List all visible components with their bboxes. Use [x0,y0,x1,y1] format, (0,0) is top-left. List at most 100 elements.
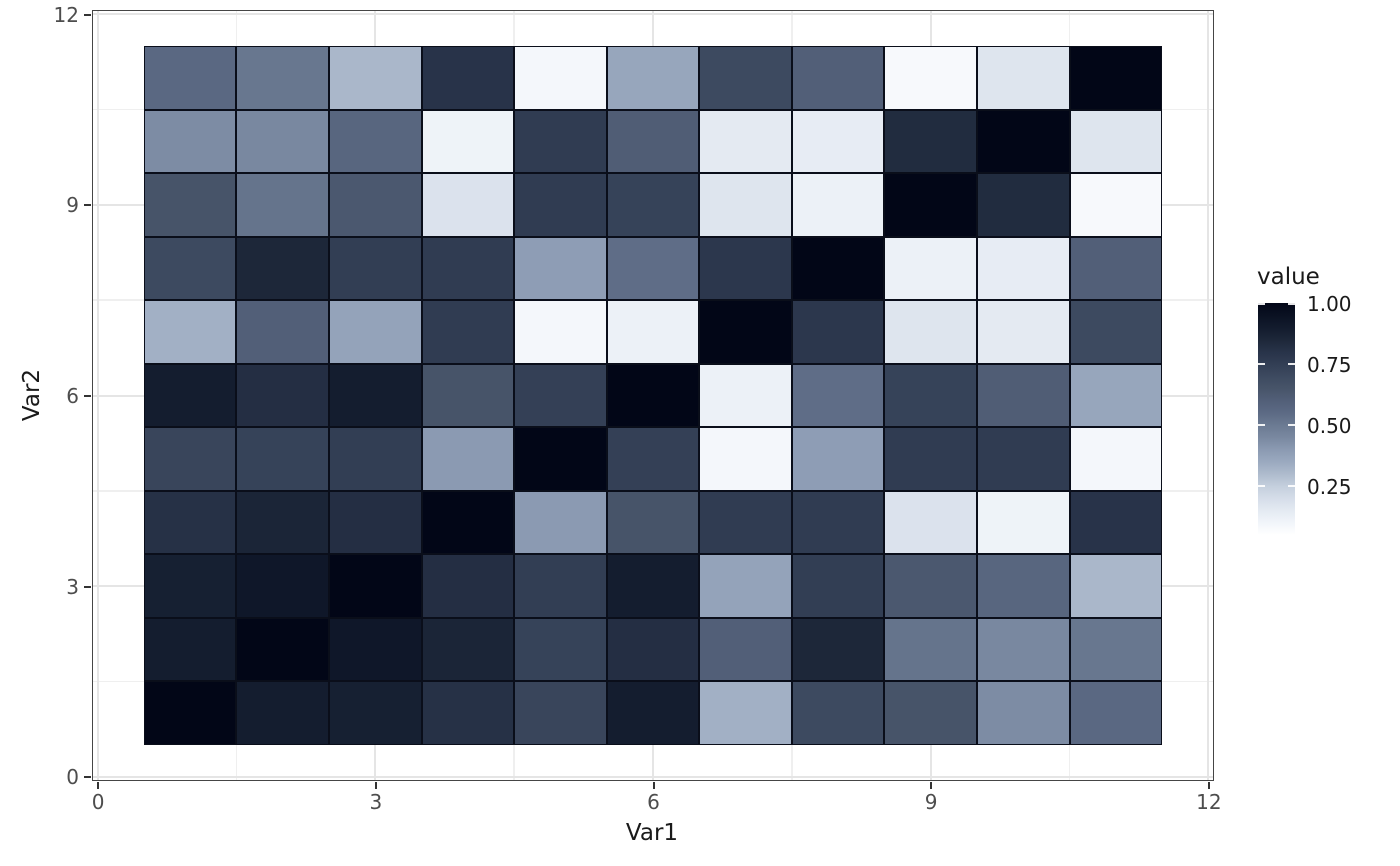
heatmap-cell [884,363,977,428]
heatmap-cell [329,300,422,364]
heatmap-cell [884,554,977,618]
heatmap-cell [699,173,792,237]
x-axis-title: Var1 [625,820,679,846]
heatmap-cell [1069,173,1163,237]
heatmap-cell [699,236,792,301]
heatmap-cell [606,300,700,364]
heatmap-cell [976,490,1070,555]
heatmap-cell [421,45,515,110]
heatmap-cell [329,617,422,682]
heatmap-cell [699,363,792,428]
legend-tick-label: 1.00 [1307,292,1352,316]
heatmap-cell [884,427,977,491]
y-tick-label: 3 [66,574,79,599]
heatmap-cell [514,617,607,682]
heatmap-cell [699,681,792,746]
heatmap-cell [791,617,885,682]
heatmap-cell [1069,617,1163,682]
heatmap-cell [699,617,792,682]
legend-title: value [1257,264,1320,290]
heatmap-cell [143,109,237,174]
heatmap-cell [1069,427,1163,491]
legend-colorbar-tick [1258,363,1265,365]
heatmap-cell [976,45,1070,110]
heatmap-cell [236,109,330,174]
x-tick-label: 0 [91,790,105,814]
heatmap-cell [421,554,515,618]
heatmap-cell [976,300,1070,364]
legend-tick-label: 0.25 [1307,475,1352,500]
x-axis-tick [374,782,377,789]
heatmap-cell [791,300,885,364]
heatmap-cell [329,173,422,237]
x-tick-label: 12 [1196,790,1222,814]
heatmap-cell [791,173,885,237]
grid-major-horizontal [93,13,1213,16]
heatmap-cell [884,236,977,301]
heatmap-cell [329,109,422,174]
heatmap-cell [143,617,237,682]
heatmap-cell [606,681,700,746]
heatmap-cell [699,554,792,618]
legend-colorbar-tick [1288,363,1295,365]
legend-colorbar [1258,303,1295,535]
legend-colorbar-tick [1288,485,1295,487]
heatmap-cell [699,427,792,491]
x-tick-label: 9 [924,790,938,814]
y-tick-label: 12 [53,2,79,27]
heatmap-cell [699,109,792,174]
legend-colorbar-tick [1288,424,1295,426]
heatmap-cell [421,427,515,491]
heatmap-cell [884,300,977,364]
heatmap-cell [143,554,237,618]
heatmap-cell [1069,300,1163,364]
heatmap-cell [1069,681,1163,746]
heatmap-cell [514,554,607,618]
heatmap-cell [606,236,700,301]
heatmap-cell [791,109,885,174]
heatmap-cell [884,45,977,110]
heatmap-cell [976,173,1070,237]
heatmap-cell [1069,109,1163,174]
y-axis-tick [84,13,91,16]
heatmap-cell [236,236,330,301]
heatmap-cell [143,363,237,428]
heatmap-cell [421,617,515,682]
heatmap-cell [606,45,700,110]
grid-major-horizontal [93,775,1213,778]
heatmap-cell [514,363,607,428]
heatmap-cell [236,554,330,618]
y-tick-label: 9 [66,193,79,218]
heatmap-cell [791,490,885,555]
heatmap-cell [1069,45,1163,110]
heatmap-cell [976,236,1070,301]
heatmap-cell [976,427,1070,491]
legend-tick-label: 0.75 [1307,353,1352,378]
x-axis-tick [97,782,100,789]
heatmap-cell [329,427,422,491]
heatmap-cell [143,45,237,110]
heatmap-cell [514,490,607,555]
heatmap-cell [791,681,885,746]
legend-colorbar-tick [1288,303,1295,305]
heatmap-cell [514,109,607,174]
heatmap-cell [606,554,700,618]
heatmap-cell [884,173,977,237]
y-axis-tick [84,776,91,779]
legend-colorbar-tick [1258,424,1265,426]
y-tick-label: 6 [66,384,79,408]
heatmap-cell [421,236,515,301]
heatmap-cell [143,300,237,364]
heatmap-cell [514,427,607,491]
heatmap-cell [606,173,700,237]
heatmap-cell [791,236,885,301]
heatmap-cell [976,109,1070,174]
heatmap-cell [606,427,700,491]
heatmap-cell [514,173,607,237]
heatmap-cell [421,681,515,746]
heatmap-cell [421,109,515,174]
heatmap-cell [236,300,330,364]
heatmap-cell [236,681,330,746]
heatmap-cell [1069,554,1163,618]
